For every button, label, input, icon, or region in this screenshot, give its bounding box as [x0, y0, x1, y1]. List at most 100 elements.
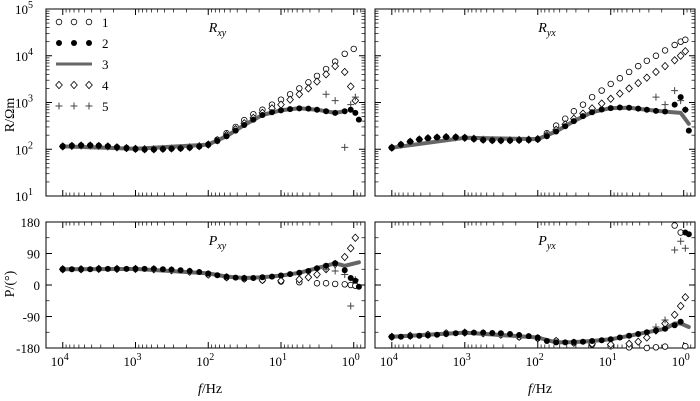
data-point	[259, 274, 266, 281]
data-point	[661, 101, 669, 109]
data-point	[616, 75, 624, 82]
data-point	[597, 99, 606, 108]
y-tick-label: -90	[23, 310, 40, 325]
data-point	[434, 331, 441, 338]
data-point	[625, 339, 633, 348]
data-point	[516, 332, 523, 339]
data-point	[661, 47, 669, 54]
data-point	[296, 269, 303, 276]
data-point	[341, 281, 348, 288]
panel-pxy: 104 103 102 101 100 -180 -90 0 90 180 Pxy	[16, 215, 366, 369]
data-point	[681, 293, 690, 302]
data-point	[313, 77, 321, 86]
data-point	[70, 18, 78, 26]
data-point	[397, 333, 404, 340]
data-point	[443, 331, 450, 337]
data-point	[635, 62, 642, 70]
data-point	[287, 271, 294, 278]
data-point	[588, 93, 596, 101]
panel-title: Pxy	[208, 234, 227, 252]
data-point	[186, 268, 193, 274]
data-point	[480, 136, 487, 143]
data-point	[388, 333, 395, 340]
data-point	[543, 133, 550, 140]
x-axis-label-left: f/Hz	[198, 382, 222, 397]
data-point	[241, 122, 248, 129]
data-point	[534, 136, 541, 143]
data-point	[661, 61, 669, 71]
data-point	[424, 332, 431, 339]
data-point	[461, 134, 468, 141]
data-point	[616, 334, 623, 341]
data-point	[87, 142, 94, 149]
data-point	[277, 107, 284, 114]
panel-rxy: 101 102 103 104 105 Rxy 1 2 3 4 5	[15, 0, 366, 204]
data-point	[525, 333, 532, 340]
x-tick-label: 101	[269, 352, 287, 369]
data-point	[579, 113, 586, 120]
data-point	[232, 127, 239, 134]
data-point	[113, 144, 120, 151]
data-point	[340, 67, 349, 77]
data-point	[589, 109, 596, 116]
x-tick-label: 101	[599, 352, 617, 369]
data-point	[352, 109, 359, 116]
data-point	[661, 343, 669, 350]
data-point	[141, 146, 148, 153]
x-tick-label: 100	[672, 352, 690, 369]
data-point	[287, 106, 294, 113]
data-point	[55, 18, 63, 26]
panel-pyx: 104 103 102 101 100 Pyx	[374, 221, 696, 369]
data-point	[643, 57, 651, 64]
data-point	[570, 118, 577, 125]
data-point	[323, 108, 330, 115]
data-point	[223, 133, 230, 140]
data-point	[470, 135, 477, 142]
data-point	[642, 73, 651, 82]
data-point	[388, 144, 395, 151]
data-point	[682, 343, 689, 350]
panel-frame	[374, 8, 696, 197]
data-point	[241, 275, 248, 281]
series-line	[60, 106, 347, 151]
data-point	[95, 142, 102, 149]
legend-label: 2	[102, 36, 109, 51]
y-tick-label: 104	[15, 47, 33, 64]
data-point	[489, 137, 496, 144]
data-point	[332, 260, 339, 267]
y-axis-label-resistivity: R/Ωm	[3, 98, 18, 133]
data-point	[113, 265, 120, 272]
data-point	[676, 301, 685, 311]
data-point	[351, 233, 360, 242]
data-point	[681, 47, 690, 56]
y-tick-label: 101	[15, 187, 33, 204]
legend-item-3: 3	[56, 57, 109, 72]
panel-title: Pyx	[537, 234, 556, 252]
data-point	[85, 102, 93, 110]
data-point	[341, 50, 348, 58]
data-point	[223, 273, 230, 280]
data-point	[607, 336, 614, 343]
data-point	[304, 273, 313, 282]
data-point	[295, 90, 304, 99]
data-point	[452, 134, 459, 141]
data-point	[304, 84, 313, 93]
data-point	[277, 100, 285, 109]
data-point	[480, 329, 487, 336]
data-point	[452, 330, 459, 337]
series-4	[387, 47, 690, 152]
data-point	[516, 136, 523, 143]
data-point	[295, 275, 304, 284]
data-point	[616, 89, 624, 98]
data-point	[341, 143, 349, 151]
data-point	[70, 80, 78, 90]
data-point	[78, 266, 85, 273]
data-point	[341, 108, 348, 115]
data-point	[350, 45, 357, 53]
data-point	[434, 134, 441, 141]
data-point	[543, 338, 550, 344]
x-tick-label: 102	[196, 352, 214, 369]
data-point	[407, 333, 414, 340]
data-point	[322, 70, 330, 79]
